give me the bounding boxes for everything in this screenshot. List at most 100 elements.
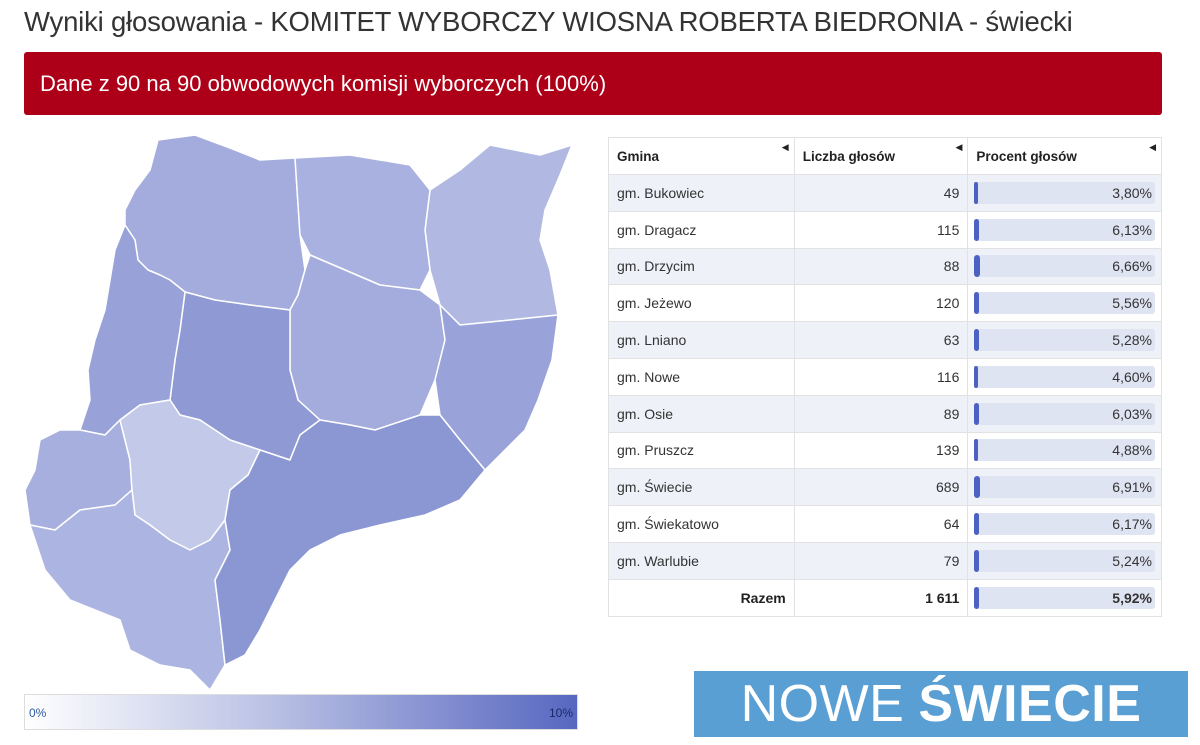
percent-cell: 5,24% — [967, 541, 1162, 580]
votes-count: 63 — [793, 321, 969, 359]
percent-value: 3,80% — [1112, 184, 1152, 201]
votes-count: 1 611 — [793, 578, 969, 617]
logo-text-swiecie: ŚWIECIE — [918, 675, 1142, 733]
percent-cell: 5,56% — [967, 284, 1162, 323]
votes-count: 115 — [793, 210, 969, 249]
votes-count: 49 — [793, 174, 969, 212]
percent-cell: 5,28% — [967, 321, 1162, 359]
percent-value: 4,88% — [1112, 442, 1152, 459]
percent-bar: 6,03% — [974, 402, 1155, 425]
table-row: gm. Pruszcz 139 4,88% — [608, 431, 1162, 470]
percent-bar: 6,13% — [974, 218, 1155, 241]
map-region-osie[interactable] — [434, 304, 559, 471]
table-row: gm. Jeżewo 120 5,56% — [608, 284, 1162, 323]
table-row: gm. Świecie 689 6,91% — [608, 468, 1162, 507]
votes-count: 64 — [793, 505, 969, 543]
sort-arrow-icon[interactable]: ◀ — [1149, 142, 1156, 152]
percent-cell: 4,88% — [967, 431, 1162, 470]
gmina-name: gm. Świekatowo — [608, 505, 795, 543]
percent-bar: 3,80% — [974, 181, 1155, 204]
percent-bar: 5,56% — [974, 292, 1155, 315]
percent-bar-fill — [974, 402, 980, 425]
votes-count: 139 — [793, 431, 969, 470]
column-header-votes[interactable]: Liczba głosów ◀ — [793, 137, 969, 175]
percent-value: 5,24% — [1112, 552, 1152, 569]
table-row: gm. Nowe 116 4,60% — [608, 357, 1162, 396]
percent-cell: 6,13% — [967, 210, 1162, 249]
percent-bar: 5,24% — [974, 549, 1155, 572]
column-header-label: Gmina — [617, 148, 660, 164]
table-row: gm. Bukowiec 49 3,80% — [608, 174, 1162, 212]
gmina-name: gm. Bukowiec — [608, 174, 795, 212]
percent-bar: 4,88% — [974, 439, 1155, 462]
percent-cell: 6,03% — [967, 394, 1162, 433]
column-header-label: Procent głosów — [976, 148, 1077, 164]
percent-bar: 5,28% — [974, 329, 1155, 352]
percent-cell: 4,60% — [967, 357, 1162, 396]
percent-cell: 6,66% — [967, 247, 1162, 286]
table-row: gm. Świekatowo 64 6,17% — [608, 505, 1162, 543]
gmina-name: gm. Drzycim — [608, 247, 795, 286]
table-row: gm. Dragacz 115 6,13% — [608, 210, 1162, 249]
table-row: gm. Lniano 63 5,28% — [608, 321, 1162, 359]
gmina-name: gm. Pruszcz — [608, 431, 795, 470]
percent-cell: 6,17% — [967, 505, 1162, 543]
percent-value: 5,28% — [1112, 332, 1152, 349]
table-row: gm. Osie 89 6,03% — [608, 394, 1162, 433]
votes-count: 88 — [793, 247, 969, 286]
percent-bar: 5,92% — [974, 586, 1155, 609]
gmina-name: gm. Dragacz — [608, 210, 795, 249]
percent-cell: 5,92% — [967, 578, 1162, 617]
gmina-name: gm. Jeżewo — [608, 284, 795, 323]
map-region-warlubie[interactable] — [294, 154, 431, 291]
votes-count: 79 — [793, 541, 969, 580]
results-table-container: Gmina ◀ Liczba głosów ◀ Procent głosów ◀ gm… — [608, 137, 1162, 617]
percent-bar: 6,91% — [974, 476, 1155, 499]
map-region-swiecie[interactable] — [214, 414, 486, 666]
percent-value: 6,66% — [1112, 258, 1152, 275]
percent-bar: 6,17% — [974, 513, 1155, 536]
percent-value: 6,91% — [1112, 479, 1152, 496]
votes-count: 116 — [793, 357, 969, 396]
percent-bar-fill — [974, 549, 979, 572]
nowe-swiecie-logo: NOWE ŚWIECIE — [694, 671, 1188, 737]
votes-count: 120 — [793, 284, 969, 323]
percent-bar-fill — [974, 218, 980, 241]
percent-bar-fill — [974, 513, 980, 536]
votes-count: 689 — [793, 468, 969, 507]
percent-bar-fill — [974, 365, 979, 388]
percent-bar: 4,60% — [974, 365, 1155, 388]
table-row: gm. Drzycim 88 6,66% — [608, 247, 1162, 286]
percent-bar-fill — [974, 255, 980, 278]
percent-bar-fill — [974, 292, 979, 315]
gmina-name: gm. Nowe — [608, 357, 795, 396]
column-header-percent[interactable]: Procent głosów ◀ — [967, 137, 1162, 175]
percent-value: 6,03% — [1112, 405, 1152, 422]
gmina-name: gm. Świecie — [608, 468, 795, 507]
percent-value: 6,17% — [1112, 516, 1152, 533]
legend-max-label: 10% — [548, 706, 573, 720]
percent-bar-fill — [974, 329, 979, 352]
legend-min-label: 0% — [29, 706, 47, 720]
table-total-row: Razem 1 611 5,92% — [608, 578, 1162, 617]
percent-cell: 3,80% — [967, 174, 1162, 212]
sort-arrow-icon[interactable]: ◀ — [781, 142, 789, 152]
logo-text-nowe: NOWE — [740, 675, 905, 733]
results-table: Gmina ◀ Liczba głosów ◀ Procent głosów ◀ gm… — [608, 137, 1162, 617]
column-header-gmina[interactable]: Gmina ◀ — [608, 137, 795, 175]
percent-bar: 6,66% — [974, 255, 1155, 278]
page-title: Wyniki głosowania - KOMITET WYBORCZY WIO… — [24, 6, 1073, 37]
percent-bar-fill — [974, 586, 980, 609]
results-banner: Dane z 90 na 90 obwodowych komisji wybor… — [24, 52, 1162, 115]
votes-count: 89 — [793, 394, 969, 433]
color-scale-legend: 0% 10% — [24, 694, 578, 730]
table-row: gm. Warlubie 79 5,24% — [608, 541, 1162, 580]
table-header-row: Gmina ◀ Liczba głosów ◀ Procent głosów ◀ — [608, 137, 1162, 175]
column-header-label: Liczba głosów — [802, 148, 895, 164]
percent-value: 5,92% — [1112, 589, 1152, 606]
percent-bar-fill — [974, 439, 979, 462]
map-region-nowe[interactable] — [424, 144, 573, 326]
percent-value: 6,13% — [1112, 221, 1152, 238]
sort-arrow-icon[interactable]: ◀ — [955, 142, 963, 152]
gmina-name: gm. Osie — [608, 394, 795, 433]
